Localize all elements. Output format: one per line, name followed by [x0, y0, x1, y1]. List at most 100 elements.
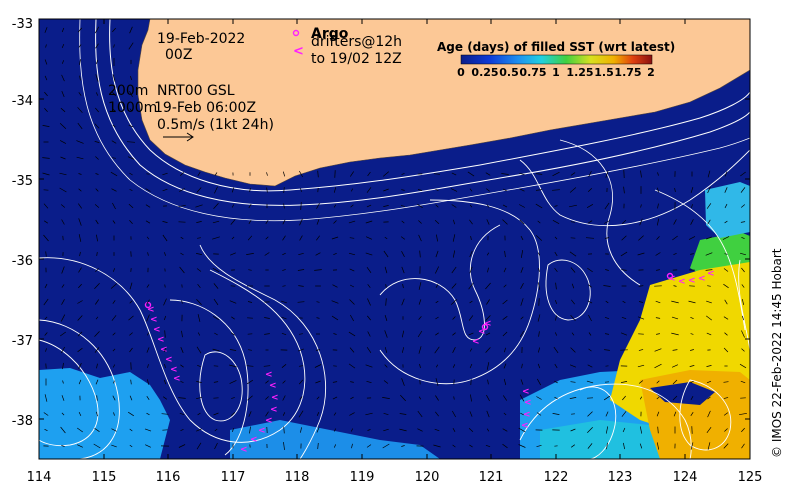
velocity-arrow [366, 347, 372, 353]
velocity-arrow [297, 269, 305, 271]
velocity-arrow [112, 332, 116, 336]
velocity-arrow [78, 234, 82, 242]
velocity-arrow [485, 347, 491, 353]
velocity-arrow [266, 187, 268, 193]
velocity-arrow [213, 412, 219, 416]
velocity-arrow [76, 140, 84, 144]
velocity-arrow [164, 252, 166, 256]
velocity-arrow [434, 346, 440, 354]
velocity-arrow [44, 27, 48, 33]
velocity-arrow [145, 444, 151, 448]
velocity-arrow [111, 140, 117, 144]
velocity-arrow [620, 381, 628, 383]
velocity-arrow [249, 188, 251, 192]
velocity-arrow [95, 411, 99, 417]
velocity-arrow [180, 428, 184, 432]
velocity-arrow [333, 412, 337, 416]
velocity-arrow [537, 220, 541, 224]
velocity-arrow [265, 396, 269, 400]
velocity-arrow [656, 396, 660, 400]
velocity-arrow [213, 203, 219, 209]
velocity-arrow [434, 428, 440, 432]
velocity-arrow [452, 332, 456, 336]
velocity-arrow [724, 203, 728, 209]
velocity-arrow [213, 283, 219, 289]
velocity-arrow [623, 442, 625, 450]
velocity-arrow [300, 202, 302, 210]
colorbar-tick-label: 1.25 [566, 66, 593, 79]
velocity-arrow [571, 332, 575, 336]
velocity-arrow [95, 219, 99, 225]
velocity-arrow [705, 252, 713, 256]
velocity-arrow [637, 252, 645, 256]
velocity-arrow [281, 332, 287, 336]
velocity-arrow [264, 252, 270, 256]
velocity-arrow [467, 171, 475, 177]
velocity-arrow [212, 220, 220, 224]
velocity-arrow [367, 171, 371, 177]
velocity-arrow [229, 364, 237, 368]
velocity-arrow [111, 444, 117, 448]
velocity-arrow [179, 188, 185, 192]
x-tick-label: 118 [285, 470, 310, 485]
velocity-arrow [129, 428, 133, 432]
velocity-arrow [95, 267, 99, 273]
velocity-arrow [282, 171, 286, 177]
velocity-arrow [588, 348, 592, 352]
velocity-arrow [587, 426, 593, 434]
velocity-arrow [212, 315, 220, 321]
velocity-arrow [606, 442, 608, 450]
velocity-arrow [96, 234, 98, 242]
velocity-arrow [282, 252, 286, 256]
velocity-arrow [385, 284, 387, 288]
svg-text:<: < [522, 387, 530, 397]
velocity-scale-label: 0.5m/s (1kt 24h) [157, 117, 274, 133]
velocity-arrow [128, 42, 134, 50]
y-tick-label: -38 [12, 414, 33, 429]
velocity-arrow [570, 267, 576, 273]
velocity-arrow [300, 427, 302, 433]
velocity-arrow [59, 331, 67, 337]
velocity-arrow [129, 91, 133, 97]
velocity-arrow [61, 60, 65, 64]
velocity-arrow [214, 332, 218, 336]
velocity-arrow [503, 267, 507, 273]
velocity-arrow [180, 347, 184, 353]
velocity-arrow [44, 220, 48, 224]
velocity-arrow [42, 125, 50, 127]
velocity-arrow [112, 91, 116, 97]
velocity-arrow [365, 412, 373, 416]
velocity-arrow [348, 331, 356, 337]
velocity-arrow [402, 283, 404, 289]
velocity-arrow [554, 299, 558, 305]
velocity-arrow [401, 189, 405, 191]
velocity-arrow [349, 412, 355, 416]
velocity-arrow [366, 380, 372, 384]
velocity-arrow [196, 298, 202, 306]
velocity-arrow [112, 108, 116, 112]
velocity-arrow [707, 396, 711, 400]
velocity-arrow [503, 363, 507, 369]
velocity-arrow [519, 204, 525, 208]
velocity-arrow [518, 427, 526, 433]
velocity-arrow [623, 186, 625, 194]
velocity-arrow [451, 172, 457, 176]
velocity-arrow [486, 394, 490, 402]
velocity-arrow [740, 204, 746, 208]
velocity-arrow [43, 298, 49, 306]
velocity-arrow [638, 301, 644, 303]
velocity-arrow [741, 267, 745, 273]
velocity-arrow [435, 411, 439, 417]
svg-text:<: < [160, 345, 168, 355]
velocity-arrow [164, 347, 166, 353]
velocity-arrow [60, 314, 66, 322]
velocity-arrow [673, 252, 677, 256]
velocity-arrow [44, 316, 48, 320]
velocity-arrow [722, 236, 730, 240]
velocity-arrow [248, 269, 252, 271]
velocity-arrow [95, 379, 99, 385]
credit-text: © IMOS 22-Feb-2022 14:45 Hobart [770, 248, 784, 458]
velocity-arrow [61, 74, 65, 82]
velocity-arrow [249, 426, 251, 434]
velocity-arrow [452, 444, 456, 448]
